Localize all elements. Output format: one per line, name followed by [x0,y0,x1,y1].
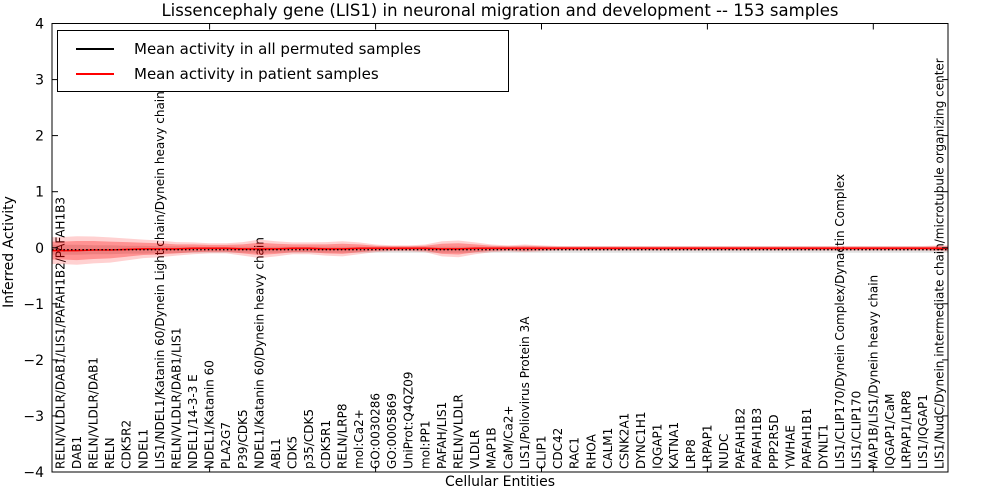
x-category-label: DYNLT1 [817,424,831,469]
x-category-label: KATNA1 [667,422,681,469]
x-category-label: LIS1/CLIP170 [850,391,864,469]
x-category-label: CDK5R1 [319,420,333,469]
x-category-label: RELN/VLDLR/DAB1/LIS1/PAFAH1B2/PAFAH1B3 [53,197,67,469]
x-category-label: PAFAH1B2 [734,408,748,469]
x-category-label: PAFAH1B3 [750,408,764,469]
patient-confidence-band-outer [52,236,948,265]
y-tick-label: −2 [23,353,44,369]
y-axis-label-area: Inferred Activity [1,196,17,308]
x-category-label: LIS1/CLIP170/Dynein Complex/Dynactin Com… [833,174,847,469]
x-category-label: PPP2R5D [767,414,781,469]
x-category-label: GO:0030286 [369,393,383,469]
legend-item-permuted: Mean activity in all permuted samples [68,40,498,58]
x-category-label: DYNC1H1 [634,411,648,469]
x-category-label: MAP1B/LIS1/Dynein heavy chain [866,275,880,469]
x-category-label: NDEL1/Katanin 60/Dynein heavy chain [252,237,266,469]
x-category-label: CDC42 [551,428,565,469]
patient-confidence-band-inner [52,241,948,261]
x-category-label: VLDLR [468,430,482,469]
chart-title: Lissencephaly gene (LIS1) in neuronal mi… [161,1,839,20]
x-category-label: UniProt:Q4QZ09 [402,371,416,469]
mean-line-patient [52,247,948,252]
x-category-label: PLA2G7 [219,422,233,469]
legend-label-permuted: Mean activity in all permuted samples [134,39,421,58]
x-category-label: RELN/VLDLR [452,394,466,469]
x-category-label: RHOA [584,433,598,469]
x-category-label: LIS1/Poliovirus Protein 3A [518,316,532,469]
legend: Mean activity in all permuted samples Me… [57,30,509,92]
y-tick-label: 3 [35,73,44,89]
y-tick-label: 4 [35,17,44,33]
x-category-label: CSNK2A1 [617,413,631,469]
permuted-confidence-band [52,244,948,255]
y-tick-label: −4 [23,465,44,481]
x-category-label: RELN/VLDLR/DAB1/LIS1 [169,328,183,469]
legend-line-red [76,72,114,75]
legend-item-patient: Mean activity in patient samples [68,65,498,83]
x-category-label: IQGAP1/CaM [883,394,897,470]
x-category-label: RELN [103,437,117,469]
x-category-label: RAC1 [568,437,582,469]
y-tick-label: 1 [35,185,44,201]
x-category-label: LIS1/IQGAP1 [916,394,930,469]
y-tick-label: −1 [23,297,44,313]
y-axis-label: Inferred Activity [1,196,17,308]
x-category-label: CALM1 [601,428,615,469]
y-tick-label: −3 [23,409,44,425]
x-category-label: GO:0005869 [385,393,399,469]
x-category-label: NDEL1/Katanin 60 [203,360,217,469]
x-axis-label: Cellular Entities [444,474,556,490]
x-category-label: NDEL1/14-3-3 E [186,374,200,469]
y-tick-label: 2 [35,129,44,145]
x-category-label: LIS1/NDEL1/Katanin 60/Dynein Light chain… [153,91,167,469]
x-category-label: LRPAP1/LRP8 [900,390,914,469]
x-category-label: IQGAP1 [651,424,665,469]
x-category-label: DAB1 [70,436,84,469]
x-category-label: NDEL1 [136,429,150,469]
x-category-label: RELN/VLDLR/DAB1 [87,357,101,469]
x-category-label: ABL1 [269,438,283,469]
x-category-label: MAP1B [485,427,499,469]
x-category-label: RELN/LRP8 [335,403,349,469]
x-category-label: mol:PP1 [418,420,432,469]
x-category-label: P39/CDK5 [236,409,250,469]
x-category-label: p35/CDK5 [302,409,316,469]
x-category-label: CDK5R2 [120,420,134,469]
x-category-label: LIS1/NudC/Dynein intermediate chain/micr… [933,58,947,469]
x-category-label: LRPAP1 [700,424,714,469]
x-category-label: CDK5 [286,436,300,469]
legend-label-patient: Mean activity in patient samples [134,64,379,83]
x-category-label: PAFAH1B1 [800,408,814,469]
x-category-label: PAFAH/LIS1 [435,402,449,469]
x-category-label: CLIP1 [535,436,549,469]
legend-line-black [76,47,114,50]
x-category-label: mol:Ca2+ [352,409,366,469]
y-tick-label: 0 [35,241,44,257]
x-category-label: YWHAE [783,425,797,470]
x-category-label: LRP8 [684,439,698,469]
x-category-label: NUDC [717,434,731,469]
x-category-label: CaM/Ca2+ [501,405,515,469]
